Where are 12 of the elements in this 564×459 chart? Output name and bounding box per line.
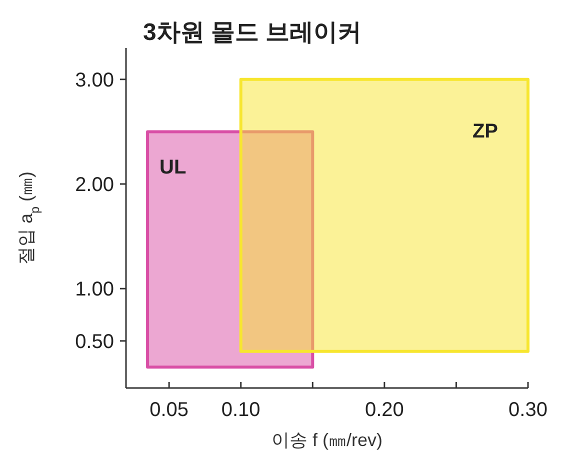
x-tick-label: 0.10 <box>221 399 260 421</box>
series-label: UL <box>160 156 186 179</box>
x-tick-label: 0.20 <box>364 399 404 421</box>
series-label: ZP <box>472 120 498 142</box>
y-tick-label: 3.00 <box>75 69 114 92</box>
y-tick-label: 0.50 <box>75 330 114 353</box>
x-axis-title: 이송 f (㎜/rev) <box>272 430 382 450</box>
y-tick-label: 1.00 <box>75 278 114 301</box>
chart-title: 3차원 몰드 브레이커 <box>143 19 362 46</box>
x-tick-label: 0.30 <box>508 399 548 421</box>
y-tick-label: 2.00 <box>75 174 114 196</box>
x-tick-label: 0.05 <box>150 399 189 421</box>
